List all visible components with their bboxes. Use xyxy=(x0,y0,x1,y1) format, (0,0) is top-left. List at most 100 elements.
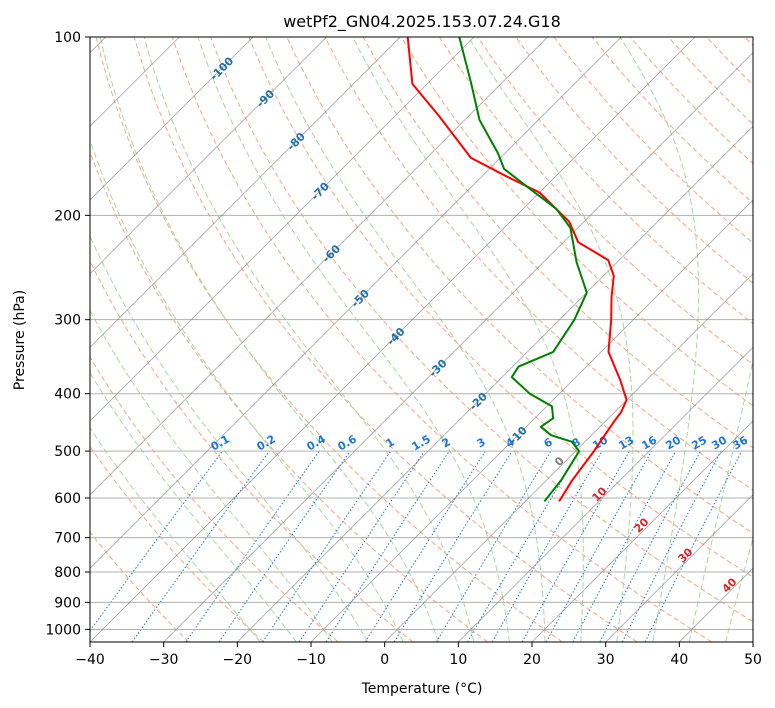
mixing-ratio-line xyxy=(393,450,513,642)
moist-adiabats xyxy=(90,37,753,642)
x-axis-label: Temperature (°C) xyxy=(361,681,483,697)
isotherm-line xyxy=(90,37,401,348)
moist-adiabat xyxy=(352,37,584,642)
isotherm-label: -80 xyxy=(285,130,308,153)
mixing-ratio-line xyxy=(364,450,486,642)
isobars xyxy=(90,214,753,630)
moist-adiabat xyxy=(197,37,510,642)
mixing-ratio-label: 30 xyxy=(709,433,729,452)
mixing-ratio-label: 0.4 xyxy=(305,432,329,453)
dry-adiabat xyxy=(90,445,264,642)
y-axis-label: Pressure (hPa) xyxy=(12,290,28,390)
dry-adiabat xyxy=(95,37,563,642)
dry-adiabat xyxy=(90,356,339,642)
mixing-ratio-line xyxy=(298,450,425,642)
dry-adiabat xyxy=(400,37,753,407)
mixing-ratio-line xyxy=(545,450,653,642)
y-tick-label: 1000 xyxy=(45,622,81,638)
dry-adiabat xyxy=(90,150,488,642)
isotherm-line xyxy=(384,273,753,642)
mixing-ratio-line xyxy=(131,450,270,642)
profile-series xyxy=(406,37,628,503)
mixing-ratio-line xyxy=(185,450,320,642)
dry-adiabat xyxy=(90,531,190,642)
isotherm-line xyxy=(531,420,753,642)
isotherm-line xyxy=(237,125,753,642)
moist-adiabat-label: 40 xyxy=(720,575,740,595)
dry-adiabat xyxy=(515,37,753,284)
dry-adiabat xyxy=(706,37,753,86)
mixing-ratio-label: 20 xyxy=(663,433,683,452)
dry-adiabat xyxy=(133,37,638,642)
y-tick-label: 800 xyxy=(54,565,81,581)
mixing-ratio-label: 16 xyxy=(639,433,659,452)
isotherm-label: -100 xyxy=(208,54,237,83)
mixing-ratio-label: 1 xyxy=(384,435,397,450)
dry-adiabat xyxy=(171,37,712,642)
isotherm-line xyxy=(605,494,753,642)
y-tick-label: 900 xyxy=(54,595,81,611)
dry-adiabat xyxy=(248,37,753,578)
isotherm-label: -30 xyxy=(426,356,449,379)
x-tick-label: −40 xyxy=(75,652,105,668)
isotherm-line xyxy=(90,37,622,569)
isotherm-label: -70 xyxy=(309,180,332,203)
isotherm-line xyxy=(458,346,753,642)
mixing-ratio-label: 25 xyxy=(689,434,709,453)
mixing-ratio-line xyxy=(599,450,701,642)
isotherm-line xyxy=(90,37,327,275)
mixing-ratio-line xyxy=(262,450,392,642)
y-tick-label: 100 xyxy=(54,30,81,46)
dry-adiabat xyxy=(324,37,753,491)
isotherm-label: -90 xyxy=(254,87,277,110)
x-tick-label: −30 xyxy=(149,652,179,668)
x-tick-label: 30 xyxy=(597,652,615,668)
mixing-ratio-line xyxy=(644,450,743,642)
mixing-ratio-label: 36 xyxy=(730,433,750,452)
moist-adiabat xyxy=(725,536,753,642)
plot-area: -100-90-80-70-60-50-40-30-20-100.1 0.2 0.4… xyxy=(90,37,753,642)
x-tick-label: 10 xyxy=(449,652,467,668)
temperature-line xyxy=(406,37,628,502)
y-tick-label: 400 xyxy=(54,387,81,403)
moist-adiabat xyxy=(467,37,634,642)
moist-adiabat xyxy=(90,371,297,642)
moist-adiabat xyxy=(90,138,404,642)
mixing-ratio-label: 0.1 xyxy=(209,432,232,453)
moist-adiabat xyxy=(90,235,369,642)
mixing-ratio-line xyxy=(218,450,351,642)
x-tick-label: 50 xyxy=(744,652,762,668)
mixing-ratio-lines xyxy=(90,450,743,642)
isotherm-line xyxy=(679,567,753,642)
x-tick-label: −10 xyxy=(296,652,326,668)
moist-adiabat xyxy=(688,358,753,642)
y-tick-label: 600 xyxy=(54,491,81,507)
isotherm-label: -50 xyxy=(349,287,372,310)
dry-adiabats xyxy=(90,37,753,642)
mixing-ratio-line xyxy=(325,450,450,642)
isotherm-line xyxy=(163,52,753,642)
plot-frame xyxy=(89,36,754,643)
mixing-ratio-label: 6 xyxy=(542,435,555,450)
x-tick-label: 20 xyxy=(523,652,541,668)
dry-adiabat xyxy=(362,37,753,449)
isotherm-label: -60 xyxy=(320,242,343,265)
y-tick-label: 200 xyxy=(54,208,81,224)
dewpoint-line xyxy=(458,37,588,503)
moist-adiabat xyxy=(143,37,475,642)
isotherm-label: -40 xyxy=(384,325,407,348)
mixing-ratio-label: 2 xyxy=(440,435,453,450)
isotherm-line xyxy=(752,641,753,642)
y-axis-ticks: 1000 900 800 700 600 500 400 300 200 100 xyxy=(45,30,90,638)
moist-adiabat-label: 20 xyxy=(632,515,652,535)
x-tick-label: −20 xyxy=(223,652,253,668)
mixing-ratio-line xyxy=(621,450,722,642)
dry-adiabat xyxy=(438,37,753,366)
x-tick-label: 40 xyxy=(670,652,688,668)
isotherms xyxy=(90,37,753,642)
isotherm-line xyxy=(90,37,475,422)
x-tick-label: 0 xyxy=(380,652,389,668)
moist-adiabat xyxy=(619,37,699,642)
mixing-ratio-line xyxy=(435,450,552,642)
